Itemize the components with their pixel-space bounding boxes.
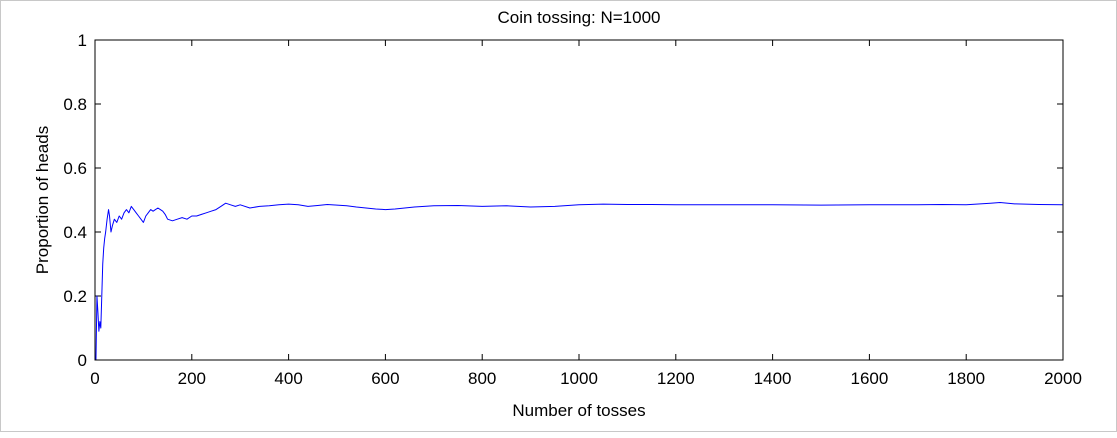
x-tick-label: 600 <box>371 369 399 388</box>
chart-title: Coin tossing: N=1000 <box>497 8 660 27</box>
y-tick-label: 0.6 <box>63 159 87 178</box>
y-tick-label: 0.2 <box>63 287 87 306</box>
axes-background <box>95 40 1063 360</box>
x-tick-label: 1400 <box>754 369 792 388</box>
x-tick-label: 2000 <box>1044 369 1082 388</box>
y-axis-label: Proportion of heads <box>33 126 52 274</box>
x-tick-label: 1600 <box>850 369 888 388</box>
y-tick-label: 1 <box>78 31 87 50</box>
x-tick-label: 1200 <box>657 369 695 388</box>
y-tick-label: 0.4 <box>63 223 87 242</box>
x-tick-label: 1000 <box>560 369 598 388</box>
x-tick-label: 200 <box>178 369 206 388</box>
y-tick-label: 0.8 <box>63 95 87 114</box>
y-tick-label: 0 <box>78 351 87 370</box>
x-tick-label: 1800 <box>947 369 985 388</box>
x-tick-label: 400 <box>274 369 302 388</box>
series-line <box>95 202 1064 361</box>
plot-area <box>95 202 1064 361</box>
axes-box <box>94 39 1064 361</box>
x-tick-label: 0 <box>90 369 99 388</box>
x-tick-label: 800 <box>468 369 496 388</box>
x-axis-label: Number of tosses <box>512 401 645 420</box>
tick-group: 0 200 400 600 800 1000 1200 1400 1600 1800 2000 0 0.… <box>63 31 1082 388</box>
